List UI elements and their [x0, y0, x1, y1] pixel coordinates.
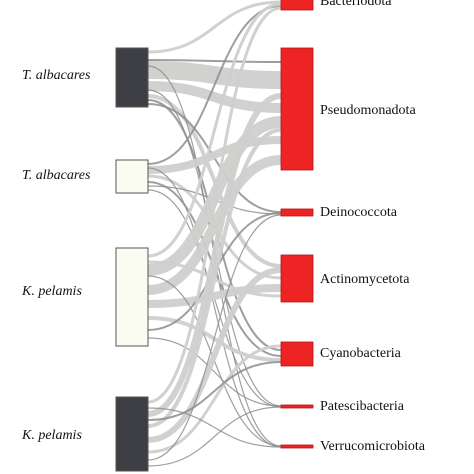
- host-node-k-pelamis-4: [115, 396, 149, 472]
- host-node-k-pelamis-3: [115, 247, 149, 347]
- link-t-albacares-2-to-verrucomicrobiota: [147, 167, 282, 448]
- phylum-node-patescibacteria: [280, 404, 314, 409]
- network-links: [147, 0, 282, 467]
- link-t-albacares-1-to-pseudomonadota: [147, 59, 282, 63]
- phylum-label-cyanobacteria: Cyanobacteria: [320, 346, 401, 361]
- host-node-t-albacares-1: [115, 47, 149, 108]
- phylum-label-deinococcota: Deinococcota: [320, 205, 397, 220]
- phylum-node-deinococcota: [280, 208, 314, 217]
- phylum-node-cyanobacteria: [280, 341, 314, 367]
- host-label-k-pelamis-1: K. pelamis: [22, 284, 82, 299]
- link-k-pelamis-4-to-deinococcota: [147, 214, 282, 461]
- phylum-label-actinomycetota: Actinomycetota: [320, 272, 410, 287]
- link-k-pelamis-4-to-pseudomonadota: [147, 93, 282, 417]
- link-k-pelamis-4-to-actinomycetota: [147, 267, 282, 443]
- link-k-pelamis-4-to-bacteriodota: [147, 6, 282, 404]
- phylum-label-bacteriodota: Bacteriodota: [320, 0, 392, 9]
- link-k-pelamis-3-to-bacteriodota: [147, 2, 282, 258]
- host-label-k-pelamis-2: K. pelamis: [22, 428, 82, 443]
- link-t-albacares-1-to-pseudomonadota: [147, 61, 282, 89]
- host-nodes: [115, 47, 149, 472]
- link-k-pelamis-4-to-patescibacteria: [147, 406, 282, 467]
- phylum-label-pseudomonadota: Pseudomonadota: [320, 103, 416, 118]
- phylum-node-bacteriodota: [280, 0, 314, 11]
- phylum-label-patescibacteria: Patescibacteria: [320, 399, 404, 414]
- link-t-albacares-1-to-bacteriodota: [147, 0, 282, 54]
- host-label-t-albacares-2: T. albacares: [22, 168, 91, 183]
- phylum-node-verrucomicrobiota: [280, 444, 314, 449]
- link-k-pelamis-4-to-verrucomicrobiota: [147, 407, 282, 448]
- link-k-pelamis-4-to-cyanobacteria: [147, 361, 282, 421]
- phylum-node-pseudomonadota: [280, 47, 314, 171]
- link-k-pelamis-3-to-patescibacteria: [147, 337, 282, 407]
- phylum-nodes: [280, 0, 314, 449]
- phylum-label-verrucomicrobiota: Verrucomicrobiota: [320, 439, 425, 454]
- link-k-pelamis-4-to-pseudomonadota: [147, 128, 282, 428]
- link-k-pelamis-3-to-actinomycetota: [147, 284, 282, 308]
- phylum-node-actinomycetota: [280, 254, 314, 303]
- host-node-t-albacares-2: [115, 159, 149, 194]
- link-k-pelamis-4-to-cyanobacteria: [147, 344, 282, 454]
- host-label-t-albacares-1: T. albacares: [22, 68, 91, 83]
